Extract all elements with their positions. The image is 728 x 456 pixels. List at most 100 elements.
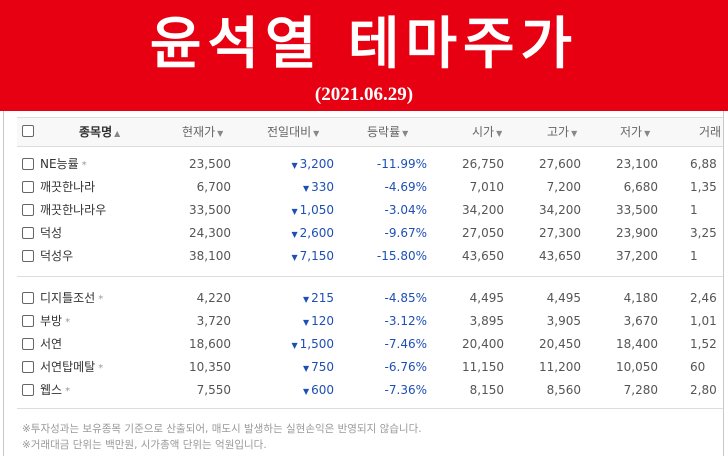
table-row[interactable]: 덕성우 38,100 ▼ 7,150 -15.80% 43,650 43,650 37,200… bbox=[4, 247, 723, 269]
stock-name[interactable]: 덕성 bbox=[40, 226, 63, 240]
header-col-6[interactable]: 저가 ▼ bbox=[620, 125, 651, 139]
stock-name[interactable]: 서연 bbox=[40, 337, 63, 351]
header-name[interactable]: 종목명 ▲ bbox=[79, 125, 121, 139]
high-value: 7,200 bbox=[546, 180, 581, 194]
low-value: 23,900 bbox=[616, 226, 658, 240]
note-2: ※거래대금 단위는 백만원, 시가총액 단위는 억원입니다. bbox=[22, 439, 267, 451]
down-triangle-icon: ▼ bbox=[291, 161, 298, 170]
volume-value: 1,35 bbox=[690, 180, 717, 194]
star-icon: * bbox=[65, 386, 71, 397]
row-checkbox[interactable] bbox=[22, 158, 34, 170]
header-col-7[interactable]: 거래 bbox=[699, 125, 722, 139]
row-checkbox[interactable] bbox=[22, 250, 34, 262]
group-divider bbox=[17, 276, 723, 277]
table-row[interactable]: 부방 * 3,720 ▼ 120 -3.12% 3,895 3,905 3,670 1,01 bbox=[4, 312, 723, 334]
high-value: 4,495 bbox=[546, 291, 581, 305]
header-col-1[interactable]: 현재가 ▼ bbox=[182, 125, 224, 139]
open-value: 27,050 bbox=[462, 226, 504, 240]
price-value: 10,350 bbox=[189, 360, 231, 374]
header-col-3[interactable]: 등락률 ▼ bbox=[367, 125, 409, 139]
volume-value: 3,25 bbox=[690, 226, 717, 240]
table-row[interactable]: 덕성 24,300 ▼ 2,600 -9.67% 27,050 27,300 23,900 3,… bbox=[4, 224, 723, 246]
star-icon: * bbox=[98, 294, 104, 305]
low-value: 18,400 bbox=[616, 337, 658, 351]
open-value: 11,150 bbox=[462, 360, 504, 374]
sort-desc-icon: ▼ bbox=[402, 129, 409, 138]
table-row[interactable]: 웹스 * 7,550 ▼ 600 -7.36% 8,150 8,560 7,280 2,80 bbox=[4, 381, 723, 403]
open-value: 8,150 bbox=[469, 383, 504, 397]
row-checkbox[interactable] bbox=[22, 315, 34, 327]
change-value: ▼ 215 bbox=[302, 291, 334, 305]
change-value: ▼ 600 bbox=[302, 383, 334, 397]
row-checkbox[interactable] bbox=[22, 181, 34, 193]
high-value: 34,200 bbox=[539, 203, 581, 217]
change-value: ▼ 1,500 bbox=[291, 337, 334, 351]
stock-name[interactable]: 부방 * bbox=[40, 314, 71, 328]
rate-value: -3.12% bbox=[384, 314, 427, 328]
stock-name[interactable]: 서연탑메탈 * bbox=[40, 360, 104, 374]
sort-desc-icon: ▼ bbox=[217, 129, 224, 138]
price-value: 4,220 bbox=[196, 291, 231, 305]
price-value: 23,500 bbox=[189, 157, 231, 171]
high-value: 27,600 bbox=[539, 157, 581, 171]
notes-divider bbox=[17, 408, 723, 409]
table-row[interactable]: 디지틀조선 * 4,220 ▼ 215 -4.85% 4,495 4,495 4,180 2,46 bbox=[4, 289, 723, 311]
price-value: 7,550 bbox=[196, 383, 231, 397]
low-value: 23,100 bbox=[616, 157, 658, 171]
rate-value: -7.36% bbox=[384, 383, 427, 397]
row-checkbox[interactable] bbox=[22, 227, 34, 239]
open-value: 7,010 bbox=[469, 180, 504, 194]
row-checkbox[interactable] bbox=[22, 204, 34, 216]
volume-value: 2,46 bbox=[690, 291, 717, 305]
row-checkbox[interactable] bbox=[22, 361, 34, 373]
table-row[interactable]: 서연 18,600 ▼ 1,500 -7.46% 20,400 20,450 18,400 1,… bbox=[4, 335, 723, 357]
stock-name[interactable]: NE능률 * bbox=[40, 157, 87, 171]
high-value: 43,650 bbox=[539, 249, 581, 263]
price-value: 33,500 bbox=[189, 203, 231, 217]
price-value: 38,100 bbox=[189, 249, 231, 263]
row-checkbox[interactable] bbox=[22, 338, 34, 350]
rate-value: -3.04% bbox=[384, 203, 427, 217]
down-triangle-icon: ▼ bbox=[291, 207, 298, 216]
table-row[interactable]: 서연탑메탈 * 10,350 ▼ 750 -6.76% 11,150 11,200 10,050… bbox=[4, 358, 723, 380]
header-col-5[interactable]: 고가 ▼ bbox=[547, 125, 578, 139]
table-row[interactable]: NE능률 * 23,500 ▼ 3,200 -11.99% 26,750 27,600 23,1… bbox=[4, 155, 723, 177]
rate-value: -4.85% bbox=[384, 291, 427, 305]
sort-desc-icon: ▼ bbox=[571, 129, 578, 138]
header-col-4[interactable]: 시가 ▼ bbox=[472, 125, 503, 139]
volume-value: 60 bbox=[690, 360, 706, 374]
stock-name[interactable]: 디지틀조선 * bbox=[40, 291, 104, 305]
change-value: ▼ 7,150 bbox=[291, 249, 334, 263]
open-value: 3,895 bbox=[469, 314, 504, 328]
down-triangle-icon: ▼ bbox=[302, 295, 310, 304]
table-row[interactable]: 깨끗한나라우 33,500 ▼ 1,050 -3.04% 34,200 34,200 33,5… bbox=[4, 201, 723, 223]
stock-name[interactable]: 깨끗한나라우 bbox=[40, 203, 107, 217]
low-value: 10,050 bbox=[616, 360, 658, 374]
low-value: 7,280 bbox=[623, 383, 658, 397]
down-triangle-icon: ▼ bbox=[291, 341, 298, 350]
rate-value: -11.99% bbox=[376, 157, 427, 171]
row-checkbox[interactable] bbox=[22, 292, 34, 304]
rate-value: -6.76% bbox=[384, 360, 427, 374]
price-value: 6,700 bbox=[196, 180, 231, 194]
change-value: ▼ 750 bbox=[302, 360, 334, 374]
stock-name[interactable]: 깨끗한나라 bbox=[40, 180, 96, 194]
title-banner: 윤석열 테마주가 (2021.06.29) bbox=[0, 0, 728, 111]
star-icon: * bbox=[98, 363, 104, 374]
price-value: 3,720 bbox=[196, 314, 231, 328]
sort-desc-icon: ▼ bbox=[313, 129, 320, 138]
date-label: (2021.06.29) bbox=[314, 84, 414, 105]
table-row[interactable]: 깨끗한나라 6,700 ▼ 330 -4.69% 7,010 7,200 6,680 1,35 bbox=[4, 178, 723, 200]
down-triangle-icon: ▼ bbox=[291, 253, 298, 262]
rate-value: -15.80% bbox=[376, 249, 427, 263]
price-value: 24,300 bbox=[189, 226, 231, 240]
stock-name[interactable]: 덕성우 bbox=[40, 249, 74, 263]
low-value: 3,670 bbox=[623, 314, 658, 328]
sort-desc-icon: ▼ bbox=[496, 129, 503, 138]
open-value: 20,400 bbox=[462, 337, 504, 351]
row-checkbox[interactable] bbox=[22, 384, 34, 396]
stock-name[interactable]: 웹스 * bbox=[40, 383, 71, 397]
header-col-2[interactable]: 전일대비 ▼ bbox=[267, 125, 320, 139]
select-all-checkbox[interactable] bbox=[22, 125, 34, 137]
volume-value: 1 bbox=[690, 203, 698, 217]
